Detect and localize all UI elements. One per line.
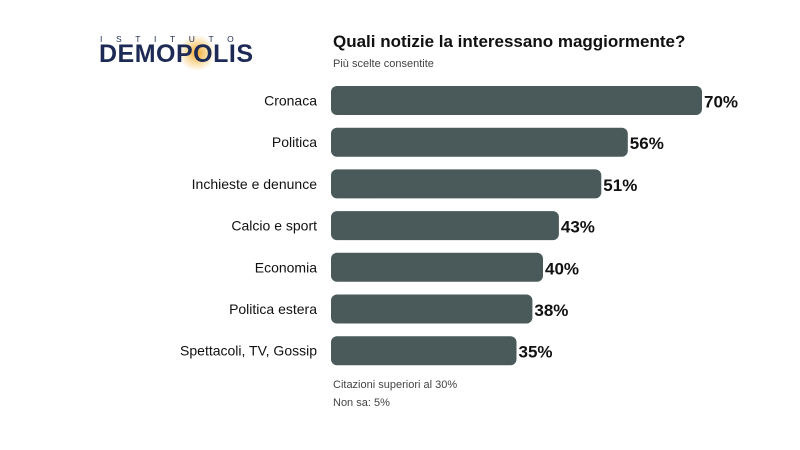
category-label: Politica xyxy=(272,134,317,150)
category-label: Economia xyxy=(255,259,317,275)
category-label: Politica estera xyxy=(229,301,317,317)
value-label: 40% xyxy=(545,259,579,278)
bar-0 xyxy=(331,86,702,115)
footnote-non-sa: Non sa: 5% xyxy=(333,397,390,409)
demopolis-logo: ISTITUTO DEMOPOLIS xyxy=(96,34,286,70)
logo-top-text: ISTITUTO xyxy=(100,34,248,44)
category-label: Spettacoli, TV, Gossip xyxy=(180,343,317,359)
bar-1 xyxy=(331,127,628,157)
logo-main-text: DEMOPOLIS xyxy=(99,40,254,68)
value-label: 35% xyxy=(519,343,553,362)
category-label: Cronaca xyxy=(264,93,317,109)
bar-6 xyxy=(331,336,517,366)
bar-5 xyxy=(331,294,533,324)
chart-subtitle: Più scelte consentite xyxy=(333,58,434,70)
bar-2 xyxy=(331,169,602,199)
bar-4 xyxy=(331,252,543,282)
chart-title: Quali notizie la interessano maggiorment… xyxy=(333,32,686,51)
logo-glow xyxy=(178,36,216,70)
value-label: 43% xyxy=(561,218,595,237)
value-label: 38% xyxy=(534,301,568,320)
category-label: Inchieste e denunce xyxy=(192,176,318,192)
value-label: 56% xyxy=(630,134,664,153)
value-label: 51% xyxy=(603,176,637,195)
value-label: 70% xyxy=(704,93,738,112)
footnote-citations: Citazioni superiori al 30% xyxy=(333,379,458,391)
bar-3 xyxy=(331,211,559,241)
category-label: Calcio e sport xyxy=(231,218,317,234)
